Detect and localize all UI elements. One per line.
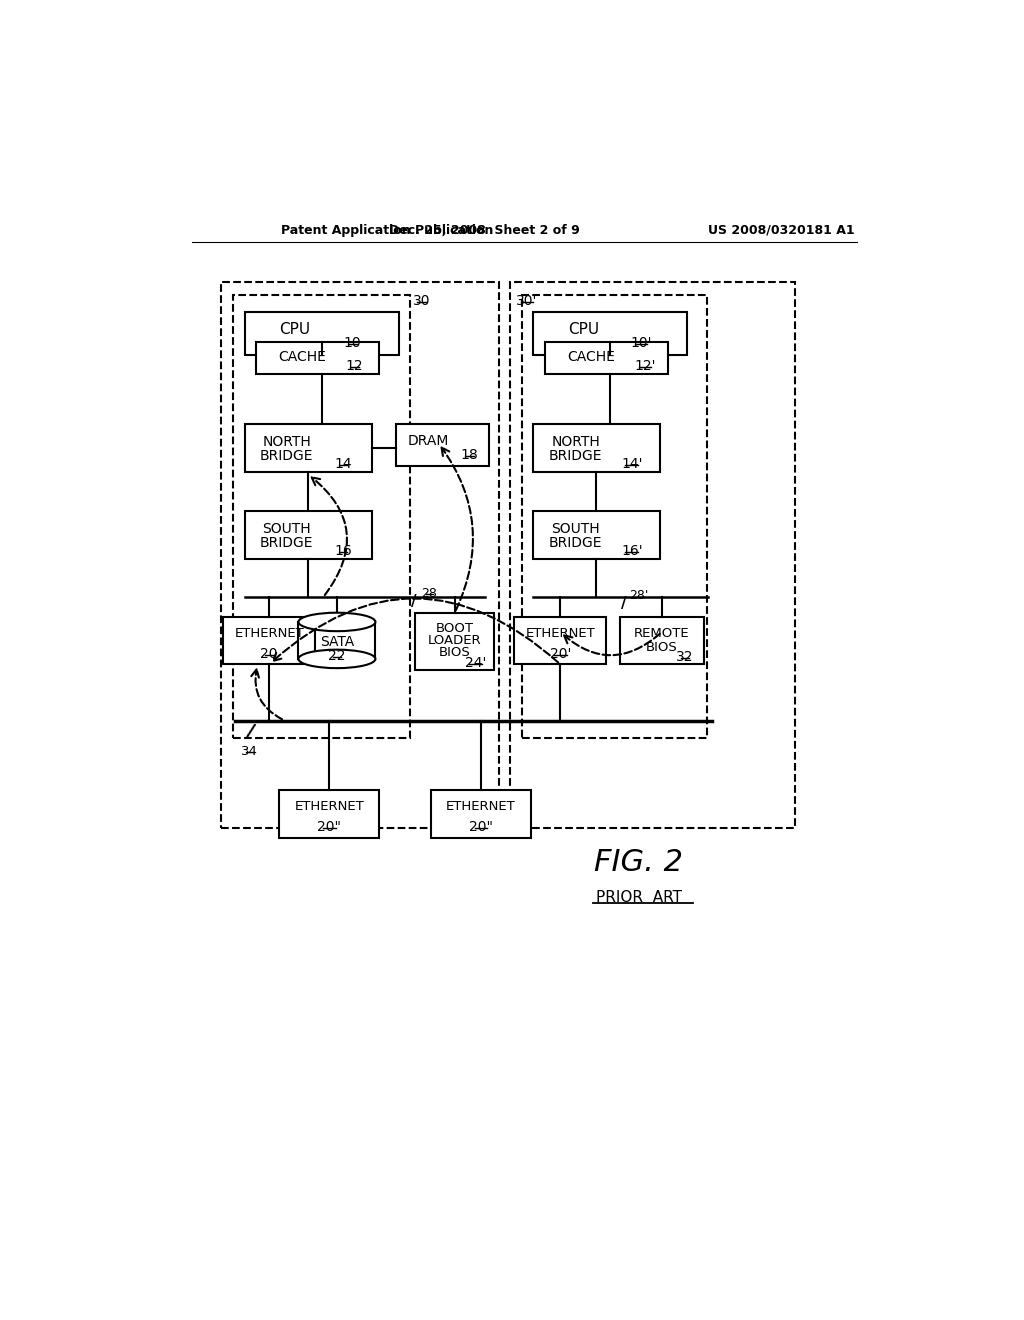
Text: 34: 34: [242, 744, 258, 758]
Bar: [514, 616, 606, 664]
Text: 30: 30: [413, 294, 430, 308]
Text: FIG. 2: FIG. 2: [594, 849, 683, 878]
Text: 28': 28': [629, 589, 648, 602]
Bar: [233, 296, 410, 738]
Bar: [431, 789, 531, 838]
Text: ETHERNET: ETHERNET: [446, 800, 516, 813]
Text: 10': 10': [631, 337, 652, 350]
Bar: [280, 789, 379, 838]
Text: SOUTH: SOUTH: [551, 521, 600, 536]
Bar: [510, 281, 795, 829]
Text: DRAM: DRAM: [408, 434, 450, 447]
Text: 16': 16': [621, 544, 643, 558]
Bar: [245, 424, 372, 471]
Text: ETHERNET: ETHERNET: [234, 627, 304, 640]
Bar: [221, 281, 499, 829]
Text: REMOTE: REMOTE: [634, 627, 690, 640]
Text: 22: 22: [328, 649, 346, 663]
Text: CPU: CPU: [567, 322, 599, 337]
Text: NORTH: NORTH: [262, 434, 311, 449]
Text: /: /: [411, 594, 417, 609]
Bar: [396, 424, 488, 466]
Text: 28: 28: [422, 587, 437, 601]
Bar: [534, 511, 660, 558]
Text: 30': 30': [516, 294, 538, 308]
Text: 12: 12: [346, 359, 364, 374]
Text: 14': 14': [622, 457, 643, 471]
Text: SOUTH: SOUTH: [262, 521, 311, 536]
Text: Dec. 25, 2008  Sheet 2 of 9: Dec. 25, 2008 Sheet 2 of 9: [389, 223, 581, 236]
Bar: [534, 424, 660, 471]
Bar: [223, 616, 315, 664]
Text: 20: 20: [260, 647, 278, 660]
Bar: [545, 342, 668, 374]
Text: 14: 14: [334, 457, 352, 471]
Text: CACHE: CACHE: [567, 350, 615, 364]
Text: LOADER: LOADER: [428, 634, 481, 647]
Bar: [620, 616, 705, 664]
Text: /: /: [621, 595, 626, 611]
Text: 12': 12': [634, 359, 655, 374]
Ellipse shape: [298, 612, 376, 631]
Text: /: /: [244, 722, 256, 742]
Bar: [534, 313, 687, 355]
Text: BOOT: BOOT: [436, 622, 474, 635]
Text: 24': 24': [465, 656, 486, 669]
Text: US 2008/0320181 A1: US 2008/0320181 A1: [708, 223, 854, 236]
Text: 18: 18: [461, 447, 478, 462]
Bar: [416, 612, 494, 671]
Text: 20": 20": [317, 820, 341, 834]
Bar: [245, 313, 398, 355]
Text: BIOS: BIOS: [439, 647, 471, 659]
Text: 16: 16: [334, 544, 352, 558]
Bar: [521, 296, 707, 738]
Text: PRIOR  ART: PRIOR ART: [596, 890, 682, 906]
Text: CACHE: CACHE: [279, 350, 327, 364]
Text: SATA: SATA: [319, 635, 354, 649]
Text: Patent Application Publication: Patent Application Publication: [281, 223, 494, 236]
Text: 32: 32: [676, 649, 693, 664]
Ellipse shape: [298, 649, 376, 668]
Text: NORTH: NORTH: [551, 434, 600, 449]
Text: ETHERNET: ETHERNET: [525, 627, 595, 640]
Text: BRIDGE: BRIDGE: [260, 536, 313, 549]
Text: CPU: CPU: [279, 322, 310, 337]
Bar: [245, 511, 372, 558]
Text: 20': 20': [550, 647, 571, 660]
Text: 20": 20": [469, 820, 493, 834]
Text: BIOS: BIOS: [646, 640, 678, 653]
Text: ETHERNET: ETHERNET: [294, 800, 365, 813]
Bar: [256, 342, 379, 374]
Text: 10: 10: [343, 337, 361, 350]
Text: BRIDGE: BRIDGE: [549, 536, 602, 549]
Text: BRIDGE: BRIDGE: [549, 449, 602, 462]
Text: BRIDGE: BRIDGE: [260, 449, 313, 462]
